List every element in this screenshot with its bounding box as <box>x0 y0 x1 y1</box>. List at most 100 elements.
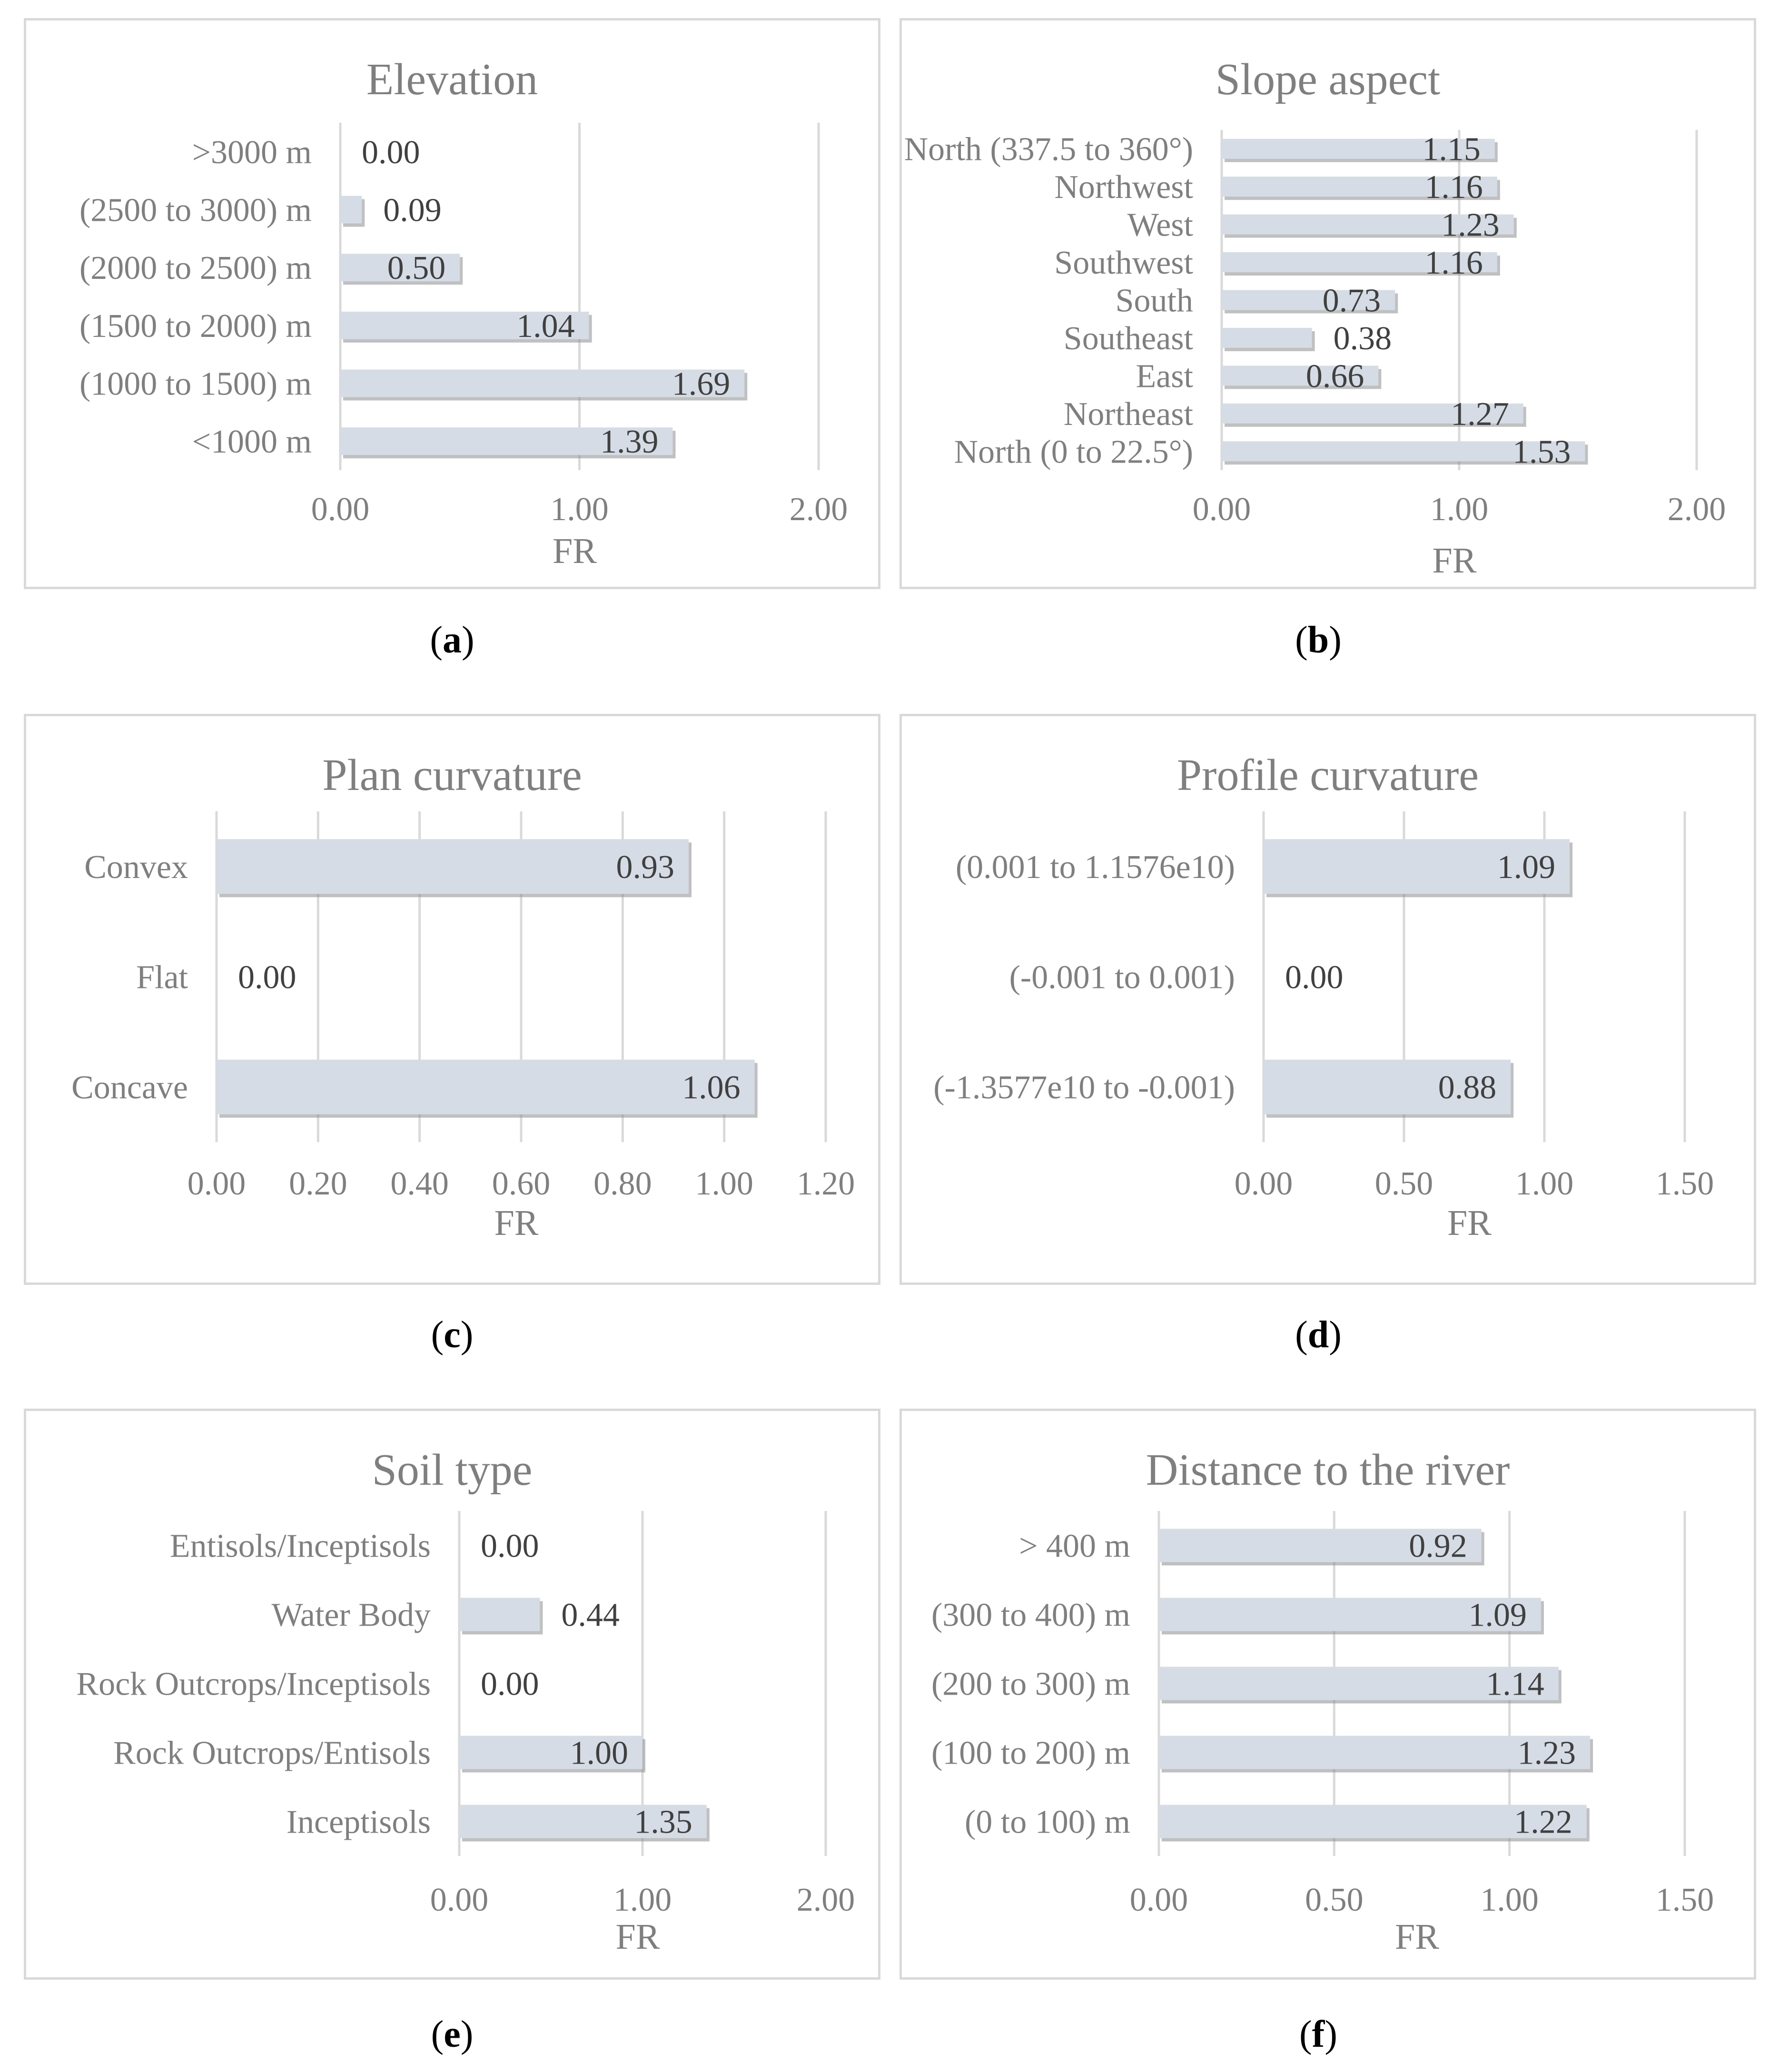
bar <box>1222 214 1514 235</box>
category-label: (2000 to 2500) m <box>79 250 312 286</box>
caption-b: (b) <box>1295 619 1342 661</box>
bar <box>459 1805 707 1838</box>
x-tick-label: 0.80 <box>593 1165 652 1202</box>
chart-panel-profile-curvature: Profile curvature 0.00 0.50 1.00 1.50 FR (0.0… <box>899 714 1756 1285</box>
data-label: 1.16 <box>1424 169 1483 206</box>
bar <box>1222 441 1585 462</box>
chart-panel-soil-type: Soil type 0.00 1.00 2.00 FR Entisols/Incepti… <box>24 1409 880 1980</box>
x-tick-label: 1.00 <box>1480 1882 1539 1918</box>
bar <box>340 254 460 282</box>
category-label: Northeast <box>1064 396 1194 433</box>
data-label: 0.00 <box>1285 959 1344 996</box>
bar <box>1222 252 1497 273</box>
chart-plot-plan-curvature: 0.00 0.20 0.40 0.60 0.80 1.00 1.20 FR Convex 0.93… <box>71 811 855 1243</box>
chart-plot-elevation: 0.00 1.00 2.00 FR >3000 m 0.00 (2500 to 3000) … <box>79 123 848 571</box>
bar <box>1159 1736 1591 1769</box>
category-label: (1000 to 1500) m <box>79 366 312 403</box>
bar <box>340 196 362 224</box>
x-tick-label: 1.00 <box>550 491 609 528</box>
data-label: 0.00 <box>481 1666 539 1703</box>
caption-letter: d <box>1307 1314 1329 1356</box>
caption-letter: a <box>443 619 462 661</box>
x-axis-title: FR <box>553 531 597 571</box>
data-label: 1.06 <box>682 1069 741 1106</box>
x-tick-label: 0.00 <box>1235 1165 1293 1202</box>
x-tick-label: 0.50 <box>1375 1165 1433 1202</box>
category-label: North (0 to 22.5°) <box>954 434 1193 470</box>
data-label: 0.44 <box>561 1597 620 1634</box>
data-label: 0.92 <box>1409 1528 1467 1565</box>
category-label: Water Body <box>271 1597 431 1634</box>
category-label: East <box>1136 358 1193 395</box>
data-label: 0.93 <box>616 849 675 886</box>
x-tick-label: 1.00 <box>1430 491 1489 528</box>
data-label: 1.69 <box>672 366 731 403</box>
category-label: Southwest <box>1054 245 1193 281</box>
x-tick-label: 1.20 <box>797 1165 855 1202</box>
x-tick-label: 0.00 <box>188 1165 246 1202</box>
x-tick-label: 0.00 <box>311 491 370 528</box>
category-label: West <box>1127 207 1194 244</box>
data-label: 0.66 <box>1306 358 1364 395</box>
bar <box>1222 365 1379 386</box>
x-axis-title: FR <box>1433 541 1477 581</box>
data-label: 1.53 <box>1512 434 1571 470</box>
bar <box>1159 1529 1482 1562</box>
caption-e: (e) <box>431 2013 474 2055</box>
x-tick-label: 0.00 <box>1193 491 1251 528</box>
data-label: 1.16 <box>1424 245 1483 281</box>
data-label: 0.73 <box>1323 283 1381 319</box>
bar <box>1222 290 1395 310</box>
chart-title: Distance to the river <box>1146 1445 1510 1495</box>
x-tick-label: 2.00 <box>790 491 848 528</box>
chart-panel-distance-to-river: Distance to the river 0.00 0.50 1.00 1.50 FR… <box>899 1409 1756 1980</box>
data-label: 1.23 <box>1518 1735 1576 1772</box>
data-label: 1.35 <box>634 1804 692 1841</box>
caption-a: (a) <box>430 619 474 661</box>
category-label: (0.001 to 1.1576e10) <box>956 849 1235 886</box>
data-label: 1.14 <box>1486 1666 1544 1703</box>
chart-panel-plan-curvature: Plan curvature 0.00 0.20 0.40 0.60 0.80 1.00 1… <box>24 714 880 1285</box>
data-label: 0.00 <box>238 959 296 996</box>
category-label: (300 to 400) m <box>931 1597 1130 1634</box>
caption-f: (f) <box>1299 2013 1337 2055</box>
category-label: Rock Outcrops/Entisols <box>113 1735 431 1772</box>
category-label: Southeast <box>1064 320 1194 357</box>
x-tick-label: 1.50 <box>1656 1882 1714 1918</box>
x-tick-label: 0.20 <box>289 1165 347 1202</box>
chart-plot-profile-curvature: 0.00 0.50 1.00 1.50 FR (0.001 to 1.1576e10) 1.… <box>933 811 1714 1243</box>
bar <box>1264 839 1570 894</box>
x-tick-label: 0.00 <box>1130 1882 1188 1918</box>
x-tick-label: 0.60 <box>492 1165 551 1202</box>
x-axis-title: FR <box>494 1203 539 1243</box>
caption-letter: f <box>1312 2013 1325 2055</box>
data-label: 0.88 <box>1438 1069 1497 1106</box>
category-label: Flat <box>136 959 188 996</box>
bar <box>1222 327 1312 348</box>
x-tick-label: 1.00 <box>695 1165 753 1202</box>
data-label: 0.00 <box>481 1528 539 1565</box>
category-label: South <box>1116 283 1193 319</box>
x-axis-title: FR <box>1447 1203 1492 1243</box>
caption-letter: c <box>444 1314 461 1356</box>
chart-title: Plan curvature <box>322 750 582 800</box>
chart-title: Slope aspect <box>1215 55 1441 104</box>
category-label: (100 to 200) m <box>931 1735 1130 1772</box>
data-label: 1.23 <box>1441 207 1500 244</box>
data-label: 1.00 <box>570 1735 629 1772</box>
x-tick-label: 1.50 <box>1656 1165 1714 1202</box>
category-label: Northwest <box>1054 169 1193 206</box>
caption-d: (d) <box>1295 1314 1342 1356</box>
x-tick-label: 0.40 <box>390 1165 449 1202</box>
category-label: Rock Outcrops/Inceptisols <box>76 1666 431 1703</box>
x-tick-label: 2.00 <box>797 1882 855 1918</box>
bar <box>340 311 589 339</box>
data-label: 1.39 <box>600 424 659 460</box>
data-label: 0.00 <box>362 134 420 171</box>
chart-plot-soil-type: 0.00 1.00 2.00 FR Entisols/Inceptisols 0.00 Wa… <box>76 1511 855 1957</box>
category-label: Entisols/Inceptisols <box>170 1528 431 1565</box>
chart-title: Soil type <box>372 1445 533 1495</box>
bar <box>1159 1667 1559 1700</box>
chart-plot-distance-to-river: 0.00 0.50 1.00 1.50 FR > 400 m 0.92 (300 to 400… <box>931 1511 1714 1957</box>
x-tick-label: 0.50 <box>1305 1882 1364 1918</box>
